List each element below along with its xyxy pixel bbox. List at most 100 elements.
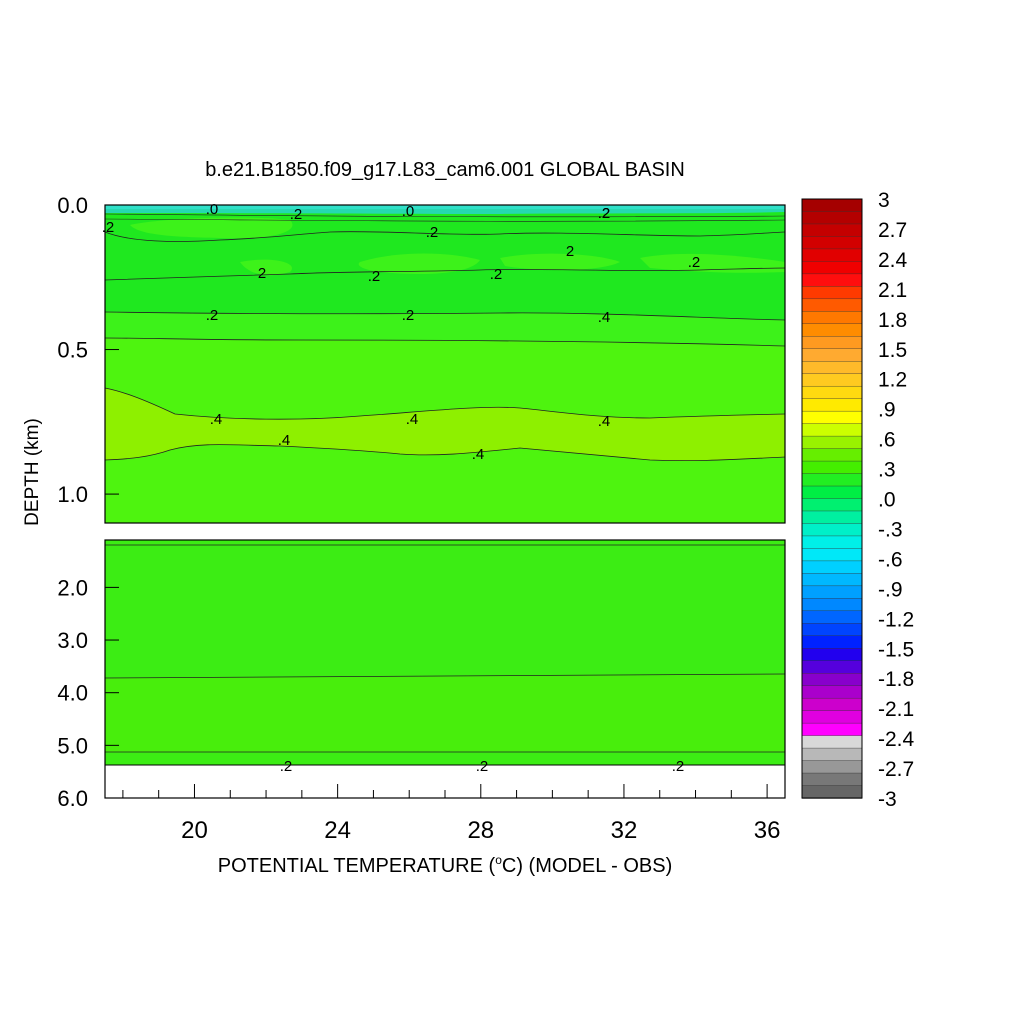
colorbar-swatch <box>802 648 862 661</box>
colorbar-swatch <box>802 311 862 324</box>
colorbar-labels: 32.72.42.11.81.51.2.9.6.3.0-.3-.6-.9-1.2… <box>878 189 915 811</box>
colorbar-swatch <box>802 449 862 462</box>
colorbar-swatch <box>802 324 862 337</box>
colorbar-label: -2.4 <box>878 728 915 751</box>
contour-label: .2 <box>280 758 293 775</box>
colorbar <box>802 199 862 799</box>
colorbar-swatch <box>802 523 862 536</box>
colorbar-swatch <box>802 224 862 237</box>
colorbar-swatch <box>802 536 862 549</box>
colorbar-swatch <box>802 673 862 686</box>
y-upper-tick-label: 0.0 <box>57 193 88 218</box>
colorbar-swatch <box>802 548 862 561</box>
contour-label: .4 <box>406 411 419 428</box>
colorbar-swatch <box>802 761 862 774</box>
colorbar-swatch <box>802 299 862 312</box>
colorbar-label: 1.5 <box>878 339 907 362</box>
colorbar-label: -.3 <box>878 518 903 541</box>
x-tick-label: 36 <box>754 817 781 844</box>
colorbar-swatch <box>802 424 862 437</box>
colorbar-swatch <box>802 636 862 649</box>
colorbar-swatch <box>802 711 862 724</box>
colorbar-swatch <box>802 236 862 249</box>
colorbar-swatch <box>802 686 862 699</box>
colorbar-label: -1.5 <box>878 638 914 661</box>
x-axis-label: POTENTIAL TEMPERATURE (oC) (MODEL - OBS) <box>218 853 673 877</box>
contour-label: .2 <box>290 206 303 223</box>
colorbar-swatch <box>802 349 862 362</box>
colorbar-label: -2.1 <box>878 698 914 721</box>
colorbar-swatch <box>802 361 862 374</box>
colorbar-swatch <box>802 586 862 599</box>
colorbar-label: 2.1 <box>878 279 907 302</box>
contour-label: .0 <box>206 201 219 218</box>
y-lower-tick-label: 4.0 <box>57 681 88 706</box>
colorbar-label: 2.4 <box>878 249 908 272</box>
colorbar-label: -3 <box>878 788 897 811</box>
lower-band-fill <box>105 674 785 752</box>
lower-panel: .2.2.2 <box>105 540 785 798</box>
colorbar-swatch <box>802 436 862 449</box>
colorbar-swatch <box>802 411 862 424</box>
colorbar-swatch <box>802 274 862 287</box>
contour-label: .2 <box>368 268 381 285</box>
contour-label: .4 <box>598 413 611 430</box>
colorbar-swatch <box>802 474 862 487</box>
contour-label: 2 <box>566 243 574 260</box>
chart-title: b.e21.B1850.f09_g17.L83_cam6.001 GLOBAL … <box>205 159 685 181</box>
contour-label: .2 <box>688 254 701 271</box>
contour-label: .4 <box>278 432 291 449</box>
x-axis-label-main: POTENTIAL TEMPERATURE ( <box>218 855 496 877</box>
colorbar-swatch <box>802 399 862 412</box>
colorbar-swatch <box>802 748 862 761</box>
colorbar-label: -2.7 <box>878 758 914 781</box>
contour-label: .0 <box>402 203 415 220</box>
colorbar-swatch <box>802 336 862 349</box>
colorbar-swatch <box>802 199 862 212</box>
colorbar-label: 3 <box>878 189 890 212</box>
contour-label: .4 <box>472 446 485 463</box>
contour-label: .4 <box>598 309 611 326</box>
colorbar-swatch <box>802 211 862 224</box>
x-tick-label: 32 <box>611 817 638 844</box>
colorbar-swatch <box>802 261 862 274</box>
contour-label: .2 <box>426 224 439 241</box>
colorbar-swatch <box>802 661 862 674</box>
y-lower-tick-label: 6.0 <box>57 786 88 811</box>
colorbar-label: -1.8 <box>878 668 914 691</box>
contour-label: .2 <box>598 205 611 222</box>
y-lower-tick-label: 2.0 <box>57 575 88 600</box>
colorbar-swatch <box>802 461 862 474</box>
colorbar-label: -1.2 <box>878 608 914 631</box>
upper-panel: .0.2.0.2.2.22.2.22.2.2.2.2.4.4.4.4.4.4 <box>102 201 785 523</box>
colorbar-swatch <box>802 698 862 711</box>
contour-label: .2 <box>672 758 685 775</box>
contour-label: .2 <box>402 307 415 324</box>
colorbar-swatch <box>802 786 862 799</box>
contour-label: .2 <box>206 307 219 324</box>
colorbar-swatch <box>802 486 862 499</box>
y-lower-tick-label: 3.0 <box>57 628 88 653</box>
colorbar-label: 1.2 <box>878 369 907 392</box>
y-lower-tick-label: 5.0 <box>57 733 88 758</box>
y-upper-tick-label: 0.5 <box>57 338 88 363</box>
colorbar-swatch <box>802 736 862 749</box>
x-tick-label: 28 <box>467 817 494 844</box>
colorbar-swatch <box>802 386 862 399</box>
x-tick-label: 24 <box>324 817 351 844</box>
colorbar-label: .9 <box>878 399 896 422</box>
contour-label: .4 <box>210 411 223 428</box>
colorbar-swatch <box>802 249 862 262</box>
colorbar-swatch <box>802 499 862 512</box>
contour-label: .2 <box>102 219 115 236</box>
colorbar-swatch <box>802 511 862 524</box>
colorbar-label: -.9 <box>878 578 903 601</box>
colorbar-swatch <box>802 773 862 786</box>
colorbar-swatch <box>802 723 862 736</box>
colorbar-label: .3 <box>878 459 896 482</box>
colorbar-swatch <box>802 561 862 574</box>
contour-label: .2 <box>490 266 503 283</box>
colorbar-swatch <box>802 611 862 624</box>
